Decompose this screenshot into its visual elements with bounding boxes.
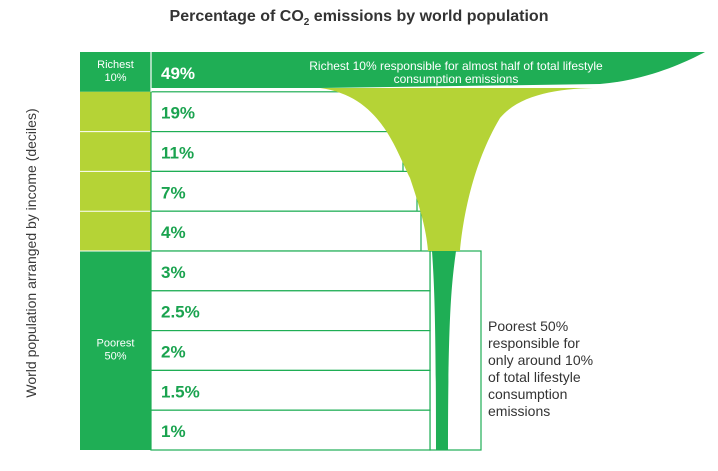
value-label: 7%: [161, 183, 186, 202]
value-label: 49%: [161, 64, 195, 83]
richest-annotation: consumption emissions: [394, 72, 519, 86]
poorest-label: Poorest: [97, 338, 135, 350]
value-label: 1%: [161, 422, 186, 441]
decile-bar: [150, 250, 431, 292]
poorest-annotation-line: responsible for: [488, 335, 580, 351]
value-label: 4%: [161, 223, 186, 242]
value-label: 19%: [161, 104, 195, 123]
value-label: 2.5%: [161, 303, 200, 322]
decile-bar: [150, 210, 422, 252]
poorest-group-band: [80, 251, 151, 450]
poorest-annotation: Poorest 50% responsible for only around …: [488, 318, 618, 420]
richest-label: 10%: [104, 72, 126, 84]
value-label: 11%: [161, 144, 194, 163]
decile-bar: [150, 290, 431, 332]
poorest-annotation-line: of total lifestyle: [488, 369, 581, 385]
poorest-annotation-line: Poorest 50%: [488, 318, 569, 334]
value-label: 3%: [161, 263, 186, 282]
chart-title: Percentage of CO2 emissions by world pop…: [169, 8, 549, 29]
decile-bar: [150, 369, 431, 411]
decile-bar: [150, 409, 431, 451]
value-label: 1.5%: [161, 382, 200, 401]
value-label: 2%: [161, 343, 186, 362]
poorest-label: 50%: [104, 351, 126, 363]
decile-bar: [150, 170, 418, 212]
richest-annotation: Richest 10% responsible for almost half …: [309, 59, 603, 73]
funnel-upper: [320, 88, 600, 251]
decile-bar: [150, 131, 404, 173]
decile-bar: [150, 330, 431, 372]
poorest-annotation-line: only around 10%: [488, 352, 594, 368]
richest-label: Richest: [97, 59, 134, 71]
funnel-neck: [432, 251, 456, 450]
poorest-annotation-line: consumption: [488, 386, 568, 402]
poorest-annotation-line: emissions: [488, 403, 551, 419]
richest-banner: [151, 52, 705, 88]
richest-group-band: [80, 52, 151, 92]
